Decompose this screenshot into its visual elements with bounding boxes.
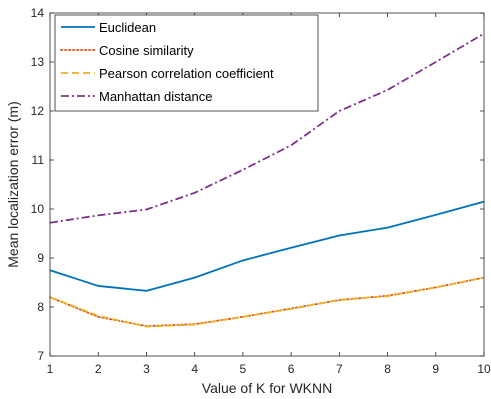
y-axis-label: Mean localization error (m) [5,101,21,268]
y-tick-label: 11 [32,153,45,167]
x-tick-label: 9 [432,362,439,376]
legend-label-1: Euclidean [99,20,156,35]
legend-box [54,14,319,112]
x-tick-label: 8 [384,362,391,376]
series-line-1 [49,200,485,292]
y-tick-label: 10 [31,202,45,216]
y-tick-label: 12 [31,104,45,118]
legend-label-2: Cosine similarity [99,43,194,58]
x-tick-label: 10 [477,362,491,376]
legend: Euclidean Cosine similarity Pearson correl… [54,14,319,112]
series-line-4 [49,32,485,224]
y-tick-label: 8 [37,300,44,314]
x-tick-label: 2 [95,362,102,376]
y-tick-label: 7 [37,349,44,363]
x-tick-label: 3 [143,362,150,376]
axes-box [49,12,485,357]
legend-label-4: Manhattan distance [99,89,212,104]
y-tick-label: 13 [31,55,45,69]
y-tick-label: 14 [31,6,45,20]
y-tick-label: 9 [37,251,44,265]
x-tick-label: 4 [191,362,198,376]
x-tick-label: 6 [288,362,295,376]
x-axis-label: Value of K for WKNN [202,380,332,396]
series-line-3 [49,276,485,328]
x-tick-label: 7 [336,362,343,376]
legend-label-3: Pearson correlation coefficient [99,66,274,81]
x-tick-label: 1 [47,362,54,376]
x-tick-label: 5 [240,362,247,376]
series-layer [49,32,485,328]
